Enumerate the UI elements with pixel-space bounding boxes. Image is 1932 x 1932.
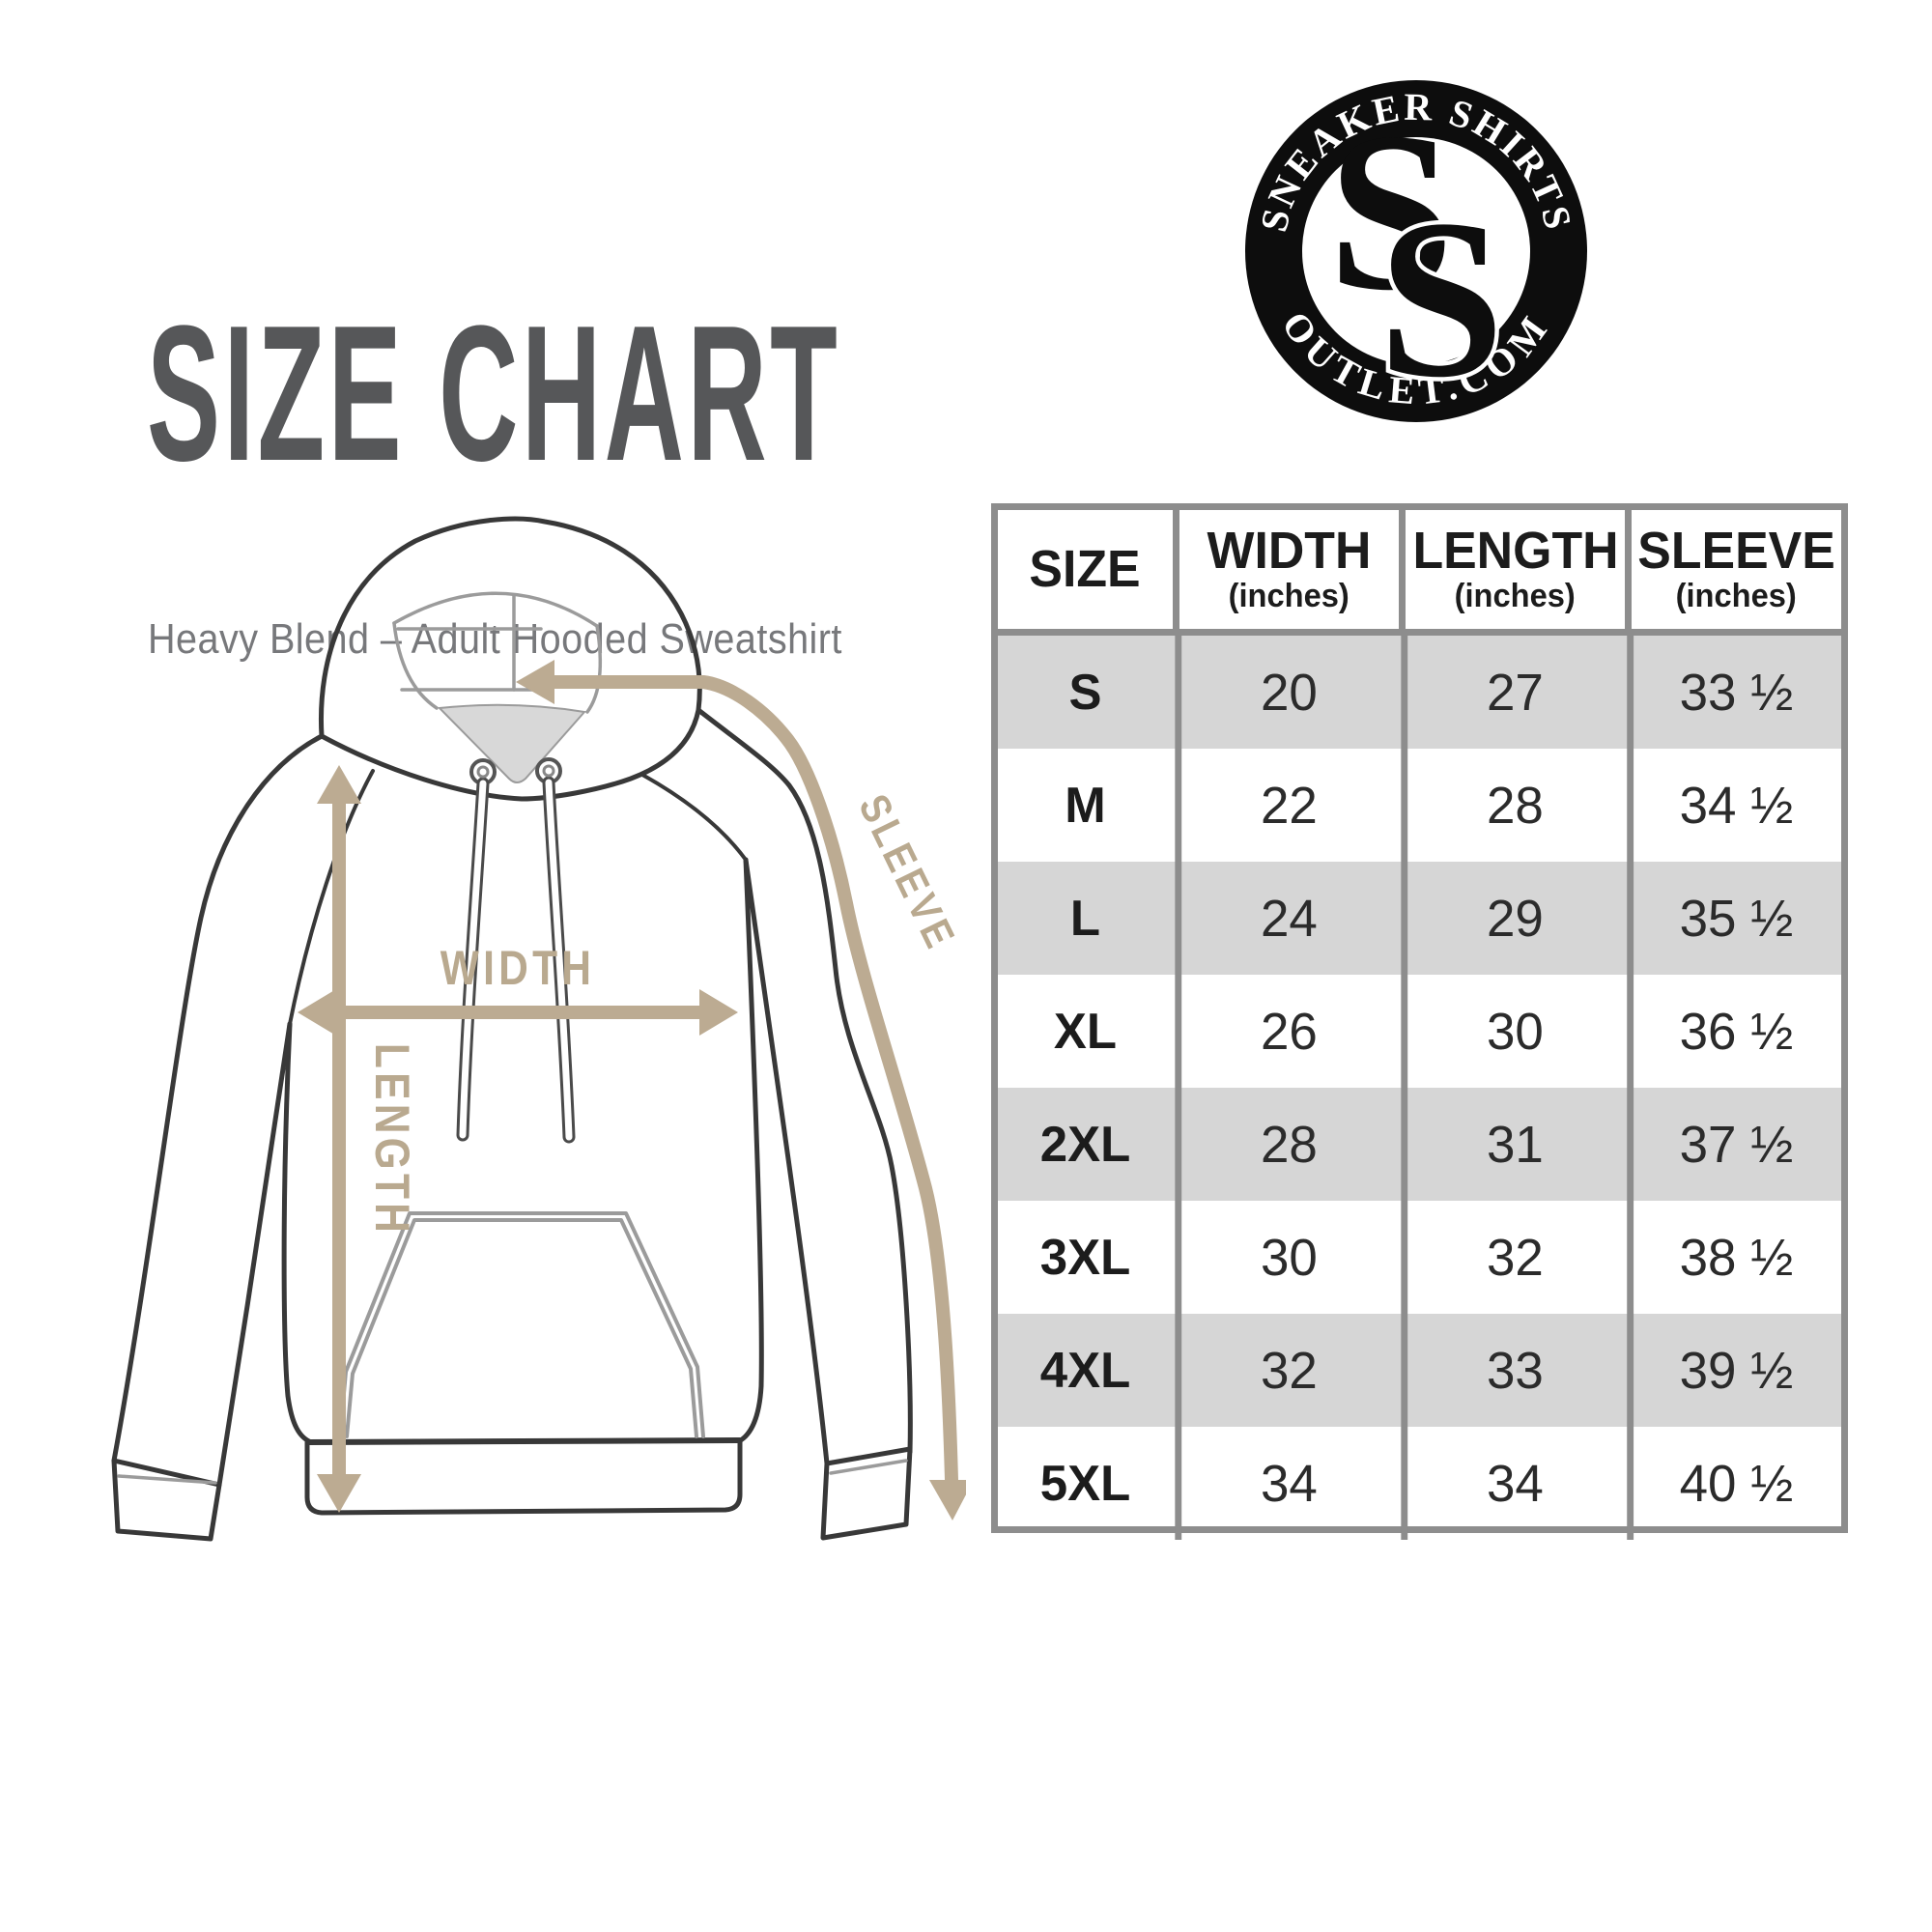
right-raglan-seam	[640, 773, 748, 862]
body-right-seam	[736, 857, 764, 1444]
right-sleeve-outline	[696, 707, 913, 1455]
garment-subtitle: Heavy Blend – Adult Hooded Sweatshirt	[148, 615, 842, 663]
right-sleeve-inner-seam	[743, 857, 830, 1466]
drawstrings	[456, 757, 576, 1144]
left-sleeve-outline	[111, 733, 325, 1463]
hem-top-line	[306, 1437, 743, 1445]
right-cuff	[820, 1446, 913, 1541]
brand-logo: SNEAKER SHIRTS OUTLET.COM S S	[1245, 80, 1587, 425]
left-sleeve-inner-seam	[216, 1021, 293, 1488]
table-row: XL 26 30 36 ½	[998, 975, 1841, 1088]
header-sleeve: SLEEVE (inches)	[1625, 510, 1841, 629]
table-row: 4XL 32 33 39 ½	[998, 1314, 1841, 1427]
hood-opening-arc	[392, 591, 599, 628]
hood-opening-right-edge	[585, 624, 603, 714]
length-arrow	[317, 765, 361, 1513]
table-header-row: SIZE WIDTH (inches) LENGTH (inches) SLEE…	[998, 510, 1841, 636]
hoodie-diagram: WIDTH LENGTH SLEEVE	[111, 516, 966, 1542]
svg-text:S: S	[1378, 173, 1505, 424]
left-cuff-top-line	[117, 1474, 217, 1485]
sleeve-label: SLEEVE	[849, 787, 965, 958]
right-cuff-top-line	[829, 1459, 908, 1475]
table-row: M 22 28 34 ½	[998, 749, 1841, 862]
pocket-outline-inner	[345, 1218, 698, 1438]
length-label: LENGTH	[365, 1043, 419, 1236]
body-left-seam	[281, 1021, 314, 1445]
table-row: S 20 27 33 ½	[998, 636, 1841, 749]
size-table: SIZE WIDTH (inches) LENGTH (inches) SLEE…	[991, 503, 1848, 1540]
width-label: WIDTH	[440, 941, 595, 995]
table-row: 2XL 28 31 37 ½	[998, 1088, 1841, 1201]
pocket-outline-outer	[338, 1211, 705, 1438]
collar-inner-triangle	[437, 703, 586, 783]
table-row: L 24 29 35 ½	[998, 862, 1841, 975]
left-cuff	[111, 1458, 222, 1542]
logo-ss-monogram: S S	[1328, 86, 1509, 425]
left-raglan-seam	[288, 769, 375, 1026]
measurement-arrows	[298, 660, 966, 1520]
page-title: SIZE CHART	[147, 286, 841, 501]
header-length: LENGTH (inches)	[1399, 510, 1625, 629]
table-row: 5XL 34 34 40 ½	[998, 1427, 1841, 1540]
hem-band	[304, 1437, 743, 1516]
hood-opening-left-edge	[392, 621, 439, 710]
header-width: WIDTH (inches)	[1173, 510, 1399, 629]
header-size: SIZE	[1029, 540, 1142, 599]
svg-text:S: S	[1328, 86, 1455, 337]
table-row: 3XL 30 32 38 ½	[998, 1201, 1841, 1314]
hood-outline	[318, 516, 702, 802]
logo-inner-circle	[1302, 137, 1530, 365]
sleeve-arrow	[516, 660, 966, 1520]
width-arrow	[298, 989, 738, 1036]
